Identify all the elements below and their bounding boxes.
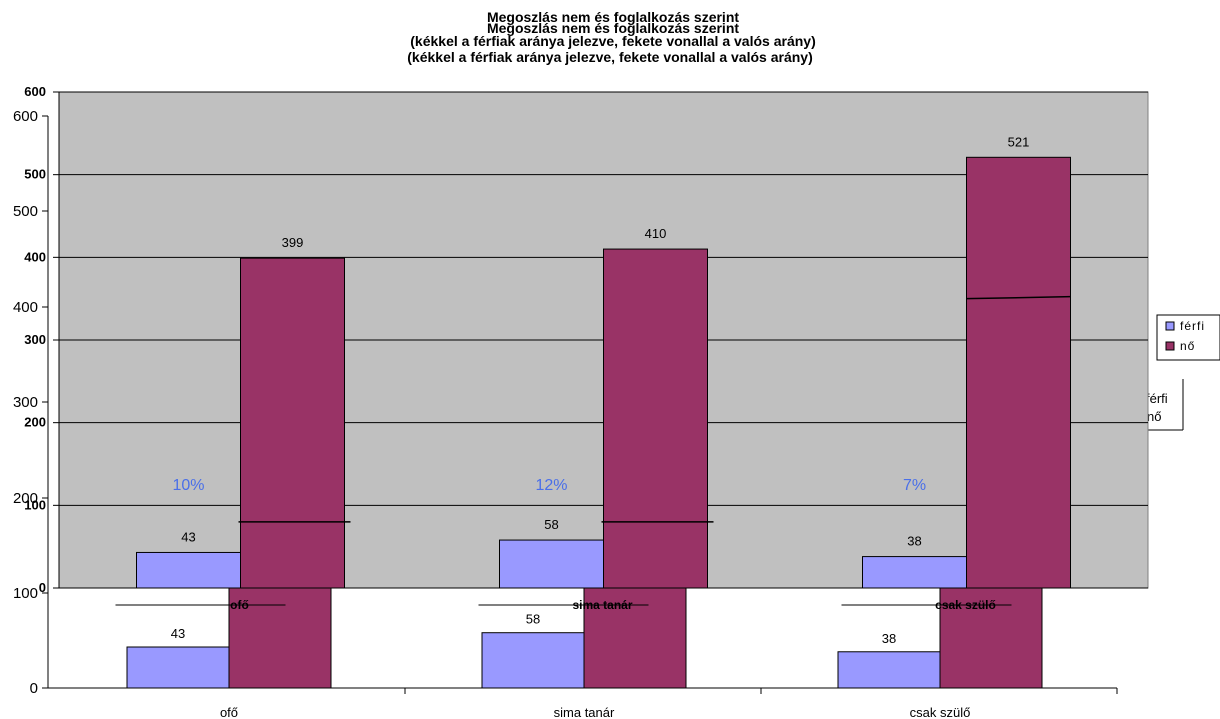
percent-label: 10% bbox=[172, 477, 204, 494]
legend: férfi nő bbox=[1156, 314, 1220, 361]
legend-label-ferfi: férfi bbox=[1180, 319, 1205, 333]
y-tick-label: 300 bbox=[24, 332, 46, 347]
percent-label: 12% bbox=[535, 477, 567, 494]
back-y-tick-label: 500 bbox=[13, 203, 38, 220]
back-data-label-ferfi: 38 bbox=[882, 631, 896, 646]
percent-label: 7% bbox=[903, 477, 926, 494]
front-chart-layer: 01002003004005006004339910%ofő5841012%si… bbox=[24, 84, 1220, 612]
back-y-tick-label: 0 bbox=[30, 680, 38, 697]
bar-no bbox=[966, 156, 1071, 589]
legend-swatch-no bbox=[1165, 341, 1175, 351]
bar-no bbox=[240, 257, 345, 589]
real-ratio-line bbox=[966, 295, 1071, 300]
y-tick-label: 600 bbox=[24, 84, 46, 99]
legend-swatch-ferfi bbox=[1165, 321, 1175, 331]
back-bar-ferfi bbox=[481, 632, 585, 689]
y-tick-label: 0 bbox=[39, 580, 46, 595]
back-category-label: csak szülő bbox=[910, 705, 971, 719]
back-data-label-ferfi: 58 bbox=[526, 612, 540, 627]
bar-ferfi bbox=[499, 539, 604, 589]
y-tick-label: 500 bbox=[24, 167, 46, 182]
back-y-tick-label: 600 bbox=[13, 108, 38, 125]
back-bar-ferfi bbox=[837, 651, 941, 689]
y-tick-label: 400 bbox=[24, 249, 46, 264]
bar-ferfi bbox=[862, 556, 967, 589]
title-layer: Megoszlás nem és foglalkozás szerint Meg… bbox=[407, 9, 815, 65]
bar-ferfi bbox=[136, 551, 241, 589]
back-data-label-ferfi: 43 bbox=[171, 626, 185, 641]
legend-label-no: nő bbox=[1180, 339, 1195, 353]
back-y-tick-label: 100 bbox=[13, 585, 38, 602]
data-label-no: 399 bbox=[282, 235, 304, 250]
y-tick-label: 100 bbox=[24, 497, 46, 512]
back-legend-label-ferfi: férfi bbox=[1146, 391, 1168, 406]
y-tick-label: 200 bbox=[24, 415, 46, 430]
data-label-no: 521 bbox=[1008, 134, 1030, 149]
back-category-label: ofő bbox=[220, 705, 238, 719]
data-label-ferfi: 58 bbox=[544, 517, 558, 532]
data-label-ferfi: 38 bbox=[907, 534, 921, 549]
back-y-tick-label: 300 bbox=[13, 394, 38, 411]
data-label-no: 410 bbox=[645, 226, 667, 241]
back-y-tick-label: 400 bbox=[13, 299, 38, 316]
back-y-tick-label: 200 bbox=[13, 490, 38, 507]
chart-title: Megoszlás nem és foglalkozás szerint bbox=[487, 20, 739, 36]
back-bar-ferfi bbox=[126, 646, 230, 689]
chart-subtitle: (kékkel a férfiak aránya jelezve, fekete… bbox=[410, 33, 815, 49]
data-label-ferfi: 43 bbox=[181, 529, 195, 544]
chart-subtitle-ghost: (kékkel a férfiak aránya jelezve, fekete… bbox=[407, 49, 812, 65]
chart-title-ghost: Megoszlás nem és foglalkozás szerint bbox=[487, 9, 739, 25]
back-category-label: sima tanár bbox=[554, 705, 615, 719]
bar-no bbox=[603, 248, 708, 589]
back-legend-label-no: nő bbox=[1147, 409, 1161, 424]
